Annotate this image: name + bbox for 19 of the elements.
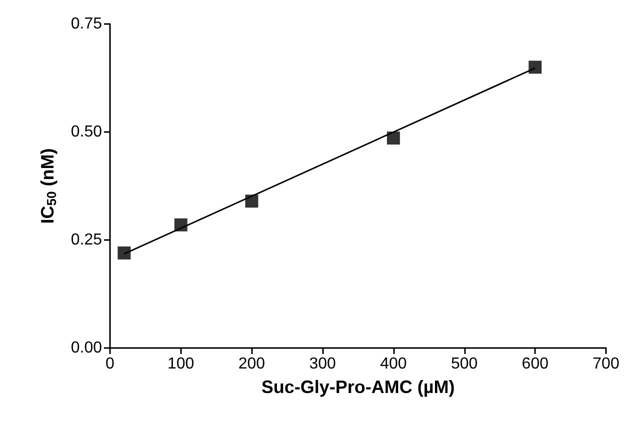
y-tick-label: 0.00: [70, 340, 102, 356]
y-tick-label: 0.75: [70, 16, 102, 32]
point: [245, 194, 258, 208]
x-tick-label: 0: [106, 356, 115, 372]
x-tick-label: 400: [380, 356, 407, 372]
x-tick-label: 600: [522, 356, 549, 372]
x-tick-label: 700: [592, 356, 620, 372]
y-tick-label: 0.50: [70, 124, 102, 140]
y-tick-label: 0.25: [70, 232, 102, 248]
x-tick-label: 500: [450, 356, 478, 372]
x-tick-label: 200: [238, 356, 266, 372]
point: [386, 132, 400, 145]
point: [528, 60, 542, 74]
x-tick-label: 300: [309, 356, 336, 372]
point: [174, 218, 188, 232]
x-axis-title: Suc-Gly-Pro-AMC (µM): [261, 377, 455, 397]
point: [118, 246, 131, 260]
y-axis-title: IC50 (nM): [38, 148, 59, 224]
x-tick-label: 100: [168, 356, 194, 372]
